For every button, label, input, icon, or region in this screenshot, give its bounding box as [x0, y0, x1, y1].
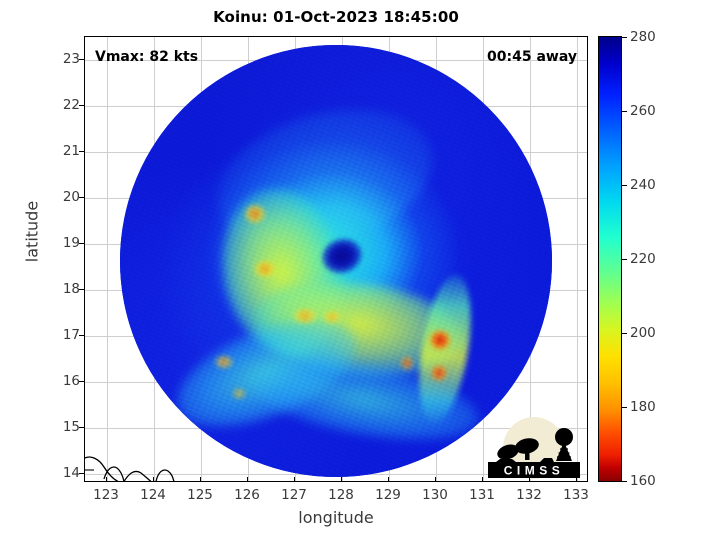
ytick-mark: [79, 243, 84, 244]
ytick-label: 22: [62, 97, 80, 113]
ytick-label: 23: [62, 51, 80, 67]
xtick-mark: [294, 477, 295, 482]
colorbar-tick-mark: [622, 481, 627, 482]
ytick-label: 21: [62, 143, 80, 159]
ytick-label: 15: [62, 419, 80, 435]
colorbar-tick-label: 260: [630, 103, 656, 119]
xtick-mark: [247, 477, 248, 482]
gridline-vertical: [107, 37, 108, 481]
convective-cell: [245, 204, 266, 223]
xtick-mark: [106, 477, 107, 482]
ytick-mark: [79, 289, 84, 290]
colorbar-tick-mark: [622, 259, 627, 260]
convective-cell: [232, 388, 247, 400]
colorbar-tick-label: 180: [630, 399, 656, 415]
page-title: Koinu: 01-Oct-2023 18:45:00: [213, 8, 459, 26]
xtick-label: 130: [422, 487, 448, 503]
colorbar-gradient: [599, 37, 621, 481]
gridline-vertical: [577, 37, 578, 481]
convective-cell: [215, 356, 234, 369]
colorbar-tick-label: 240: [630, 177, 656, 193]
eyewall-southeast-arc: [120, 123, 146, 143]
colorbar-tick-label: 200: [630, 325, 656, 341]
ytick-label: 20: [62, 189, 80, 205]
ytick-mark: [79, 151, 84, 152]
cimss-logo: CIMSS: [488, 417, 580, 479]
outer-band-hot-cell: [428, 330, 451, 351]
ytick-mark: [79, 59, 84, 60]
ytick-mark: [79, 105, 84, 106]
ytick-mark: [79, 197, 84, 198]
convective-cell: [323, 310, 342, 323]
plot-area: Vmax: 82 kts 00:45 away CIMSS: [84, 36, 588, 482]
xtick-mark: [341, 477, 342, 482]
ytick-label: 19: [62, 235, 80, 251]
ytick-mark: [79, 335, 84, 336]
ytick-mark: [79, 427, 84, 428]
convective-cell: [292, 308, 317, 323]
ytick-mark: [79, 381, 84, 382]
xtick-label: 132: [516, 487, 542, 503]
xtick-mark: [482, 477, 483, 482]
coastline-overlay: [85, 456, 175, 481]
microwave-swath-disc: [120, 45, 552, 477]
colorbar-tick-label: 280: [630, 29, 656, 45]
xtick-label: 126: [234, 487, 260, 503]
colorbar-tick-mark: [622, 111, 627, 112]
cimss-logo-text: CIMSS: [504, 464, 565, 478]
xtick-label: 131: [469, 487, 495, 503]
y-axis-label: latitude: [22, 200, 42, 263]
xtick-mark: [153, 477, 154, 482]
ytick-label: 17: [62, 327, 80, 343]
xtick-label: 125: [187, 487, 213, 503]
xtick-label: 128: [328, 487, 354, 503]
xtick-mark: [388, 477, 389, 482]
xtick-label: 133: [563, 487, 589, 503]
pixel-noise-texture: [120, 45, 552, 477]
colorbar-tick-mark: [622, 333, 627, 334]
colorbar: [598, 36, 622, 482]
colorbar-tick-mark: [622, 407, 627, 408]
xtick-mark: [576, 477, 577, 482]
x-axis-label: longitude: [298, 508, 374, 527]
colorbar-tick-label: 220: [630, 251, 656, 267]
outer-band-hot-cell: [431, 364, 448, 381]
xtick-label: 124: [140, 487, 166, 503]
convective-cell: [253, 261, 276, 277]
vmax-annotation: Vmax: 82 kts: [95, 49, 199, 65]
xtick-label: 129: [375, 487, 401, 503]
time-away-annotation: 00:45 away: [487, 49, 577, 65]
colorbar-tick-mark: [622, 185, 627, 186]
ytick-label: 14: [62, 465, 80, 481]
xtick-mark: [529, 477, 530, 482]
ytick-label: 18: [62, 281, 80, 297]
outer-band-hot-cell: [400, 356, 413, 371]
ytick-mark: [79, 473, 84, 474]
xtick-label: 123: [93, 487, 119, 503]
xtick-mark: [200, 477, 201, 482]
xtick-label: 127: [281, 487, 307, 503]
ytick-label: 16: [62, 373, 80, 389]
colorbar-tick-label: 160: [630, 473, 656, 489]
colorbar-tick-mark: [622, 37, 627, 38]
xtick-mark: [435, 477, 436, 482]
